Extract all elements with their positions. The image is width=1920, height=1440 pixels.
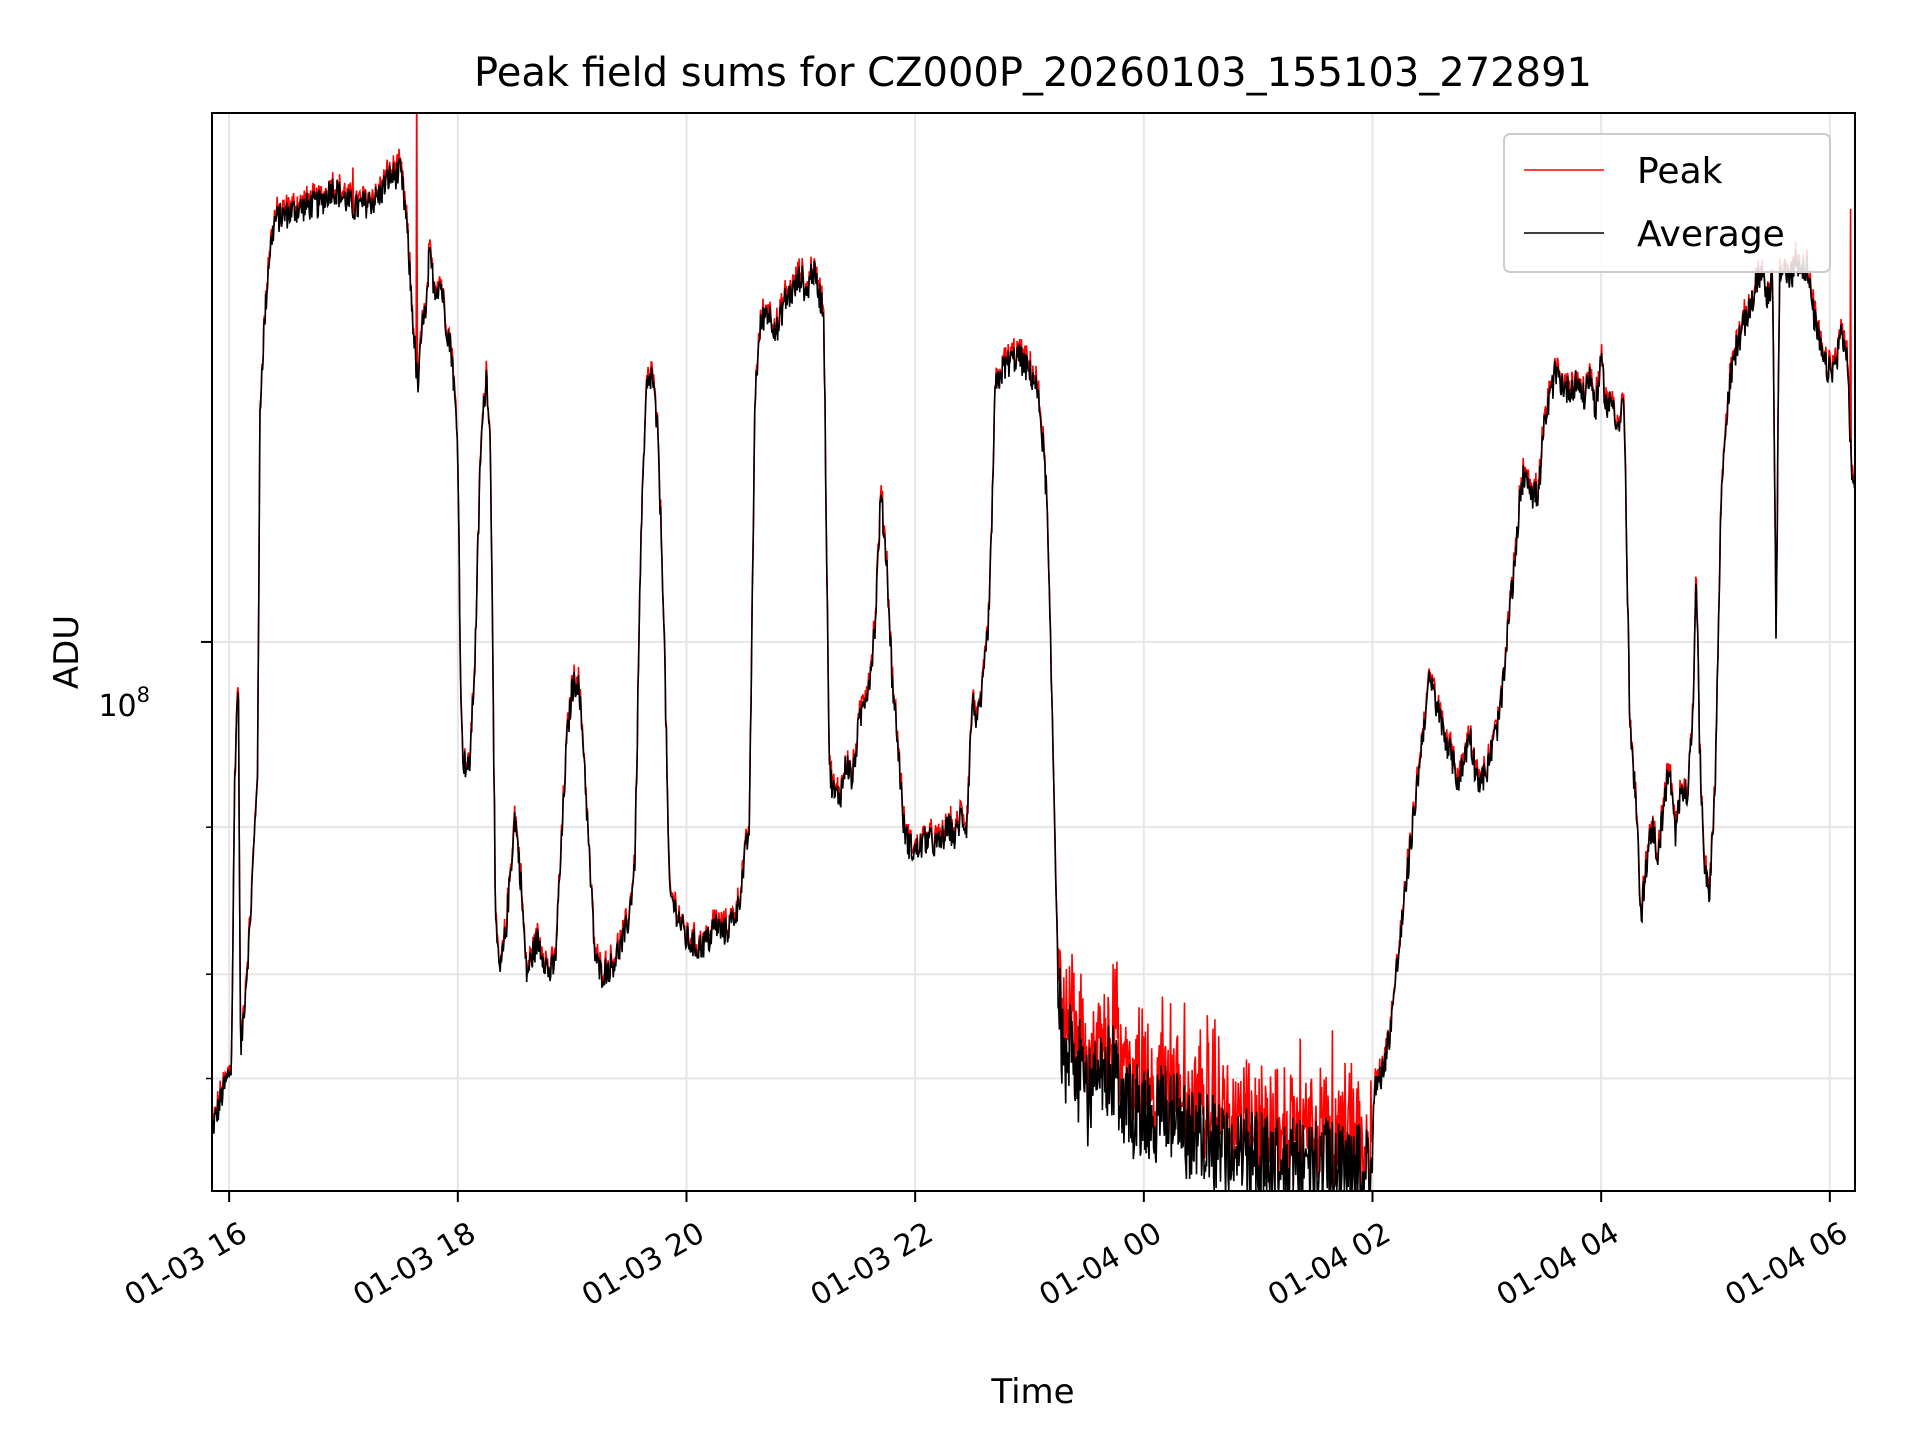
y-tick-base: 10 [98, 689, 136, 724]
series-line-average [212, 158, 1855, 1191]
plot-frame [211, 112, 1856, 1192]
legend-average-label: Average [1637, 214, 1785, 255]
grid [212, 113, 1855, 1191]
y-tick-exponent: 8 [137, 683, 150, 707]
series-area [212, 113, 1855, 1191]
legend-peak-label: Peak [1637, 151, 1723, 192]
legend-box [1503, 133, 1831, 273]
chart-title: Peak field sums for CZ000P_20260103_1551… [474, 50, 1592, 96]
legend: Peak Average [1503, 133, 1831, 273]
y-tick-label-1e8: 108 [98, 683, 150, 724]
x-axis-label: Time [990, 1372, 1074, 1412]
y-axis-label: ADU [47, 615, 87, 689]
